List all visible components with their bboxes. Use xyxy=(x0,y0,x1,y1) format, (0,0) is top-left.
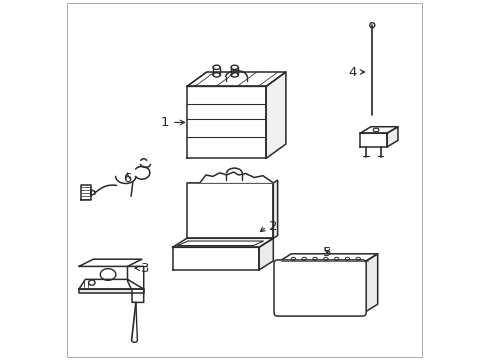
Polygon shape xyxy=(172,238,273,247)
Polygon shape xyxy=(186,72,285,86)
Polygon shape xyxy=(91,190,95,195)
FancyBboxPatch shape xyxy=(273,260,366,316)
Polygon shape xyxy=(186,172,273,183)
Polygon shape xyxy=(127,279,143,302)
Polygon shape xyxy=(258,238,273,270)
Polygon shape xyxy=(360,127,397,133)
Polygon shape xyxy=(81,185,91,200)
Polygon shape xyxy=(273,180,277,238)
Polygon shape xyxy=(276,254,377,263)
Polygon shape xyxy=(186,183,273,238)
Text: 2: 2 xyxy=(268,220,277,233)
Polygon shape xyxy=(79,266,143,289)
Polygon shape xyxy=(386,127,397,147)
Text: 6: 6 xyxy=(123,172,131,185)
Text: 1: 1 xyxy=(161,116,169,129)
Text: 3: 3 xyxy=(141,262,149,275)
Polygon shape xyxy=(363,254,377,313)
Text: 5: 5 xyxy=(323,246,331,258)
Polygon shape xyxy=(79,289,143,293)
Polygon shape xyxy=(178,241,263,246)
Polygon shape xyxy=(79,259,142,266)
Polygon shape xyxy=(186,86,265,158)
Polygon shape xyxy=(265,72,285,158)
Text: 4: 4 xyxy=(347,66,356,78)
Polygon shape xyxy=(360,133,386,147)
Polygon shape xyxy=(172,247,258,270)
